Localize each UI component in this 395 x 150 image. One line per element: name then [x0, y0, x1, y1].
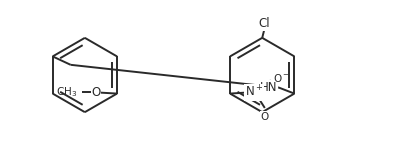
- Text: O$^-$: O$^-$: [273, 72, 290, 84]
- Text: O: O: [91, 86, 101, 99]
- Text: HN: HN: [260, 81, 278, 94]
- Text: N$^+$: N$^+$: [245, 85, 263, 100]
- Text: O: O: [261, 112, 269, 122]
- Text: Cl: Cl: [259, 17, 271, 30]
- Text: CH$_3$: CH$_3$: [56, 85, 77, 99]
